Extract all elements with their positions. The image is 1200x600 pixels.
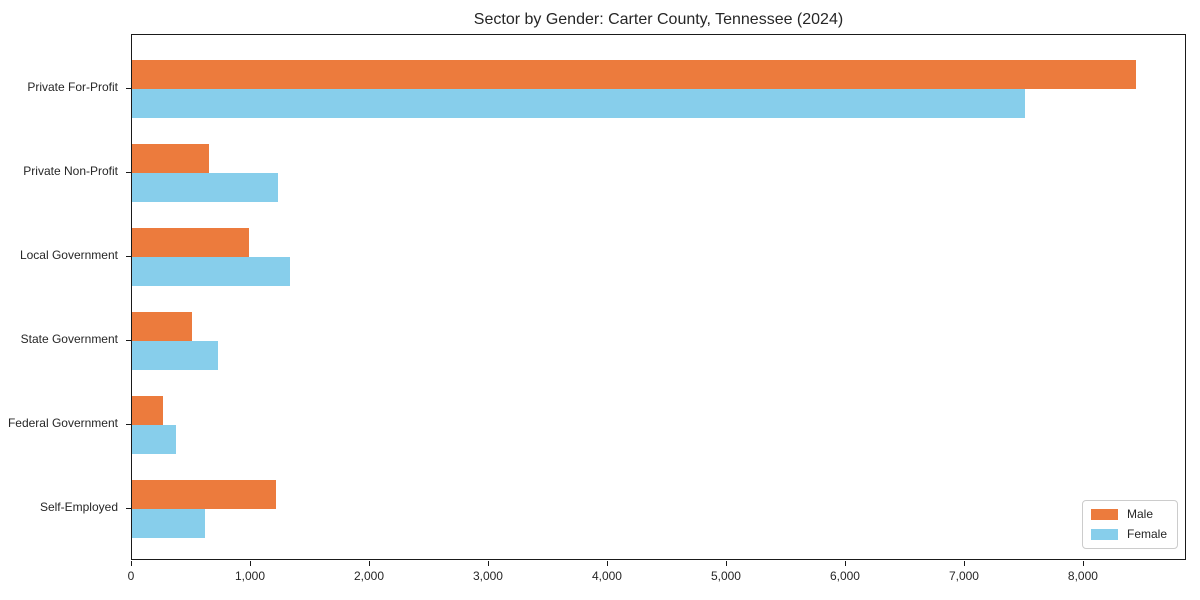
bar-male-federal-government: [132, 396, 163, 425]
plot-area: Male Female: [131, 34, 1186, 560]
bar-female-federal-government: [132, 425, 176, 454]
y-tick-label-private-for-profit: Private For-Profit: [27, 80, 118, 94]
legend-label-female: Female: [1126, 527, 1167, 541]
bar-female-private-for-profit: [132, 89, 1025, 118]
x-tick-label-7000: 7,000: [948, 569, 979, 583]
x-tick-label-4000: 4,000: [591, 569, 622, 583]
x-tick: [368, 561, 370, 566]
y-tick-label-local-government: Local Government: [19, 248, 118, 262]
y-tick-label-state-government: State Government: [20, 332, 118, 346]
y-tick-label-self-employed: Self-Employed: [39, 500, 118, 514]
x-tick-label-3000: 3,000: [472, 569, 503, 583]
bar-male-state-government: [132, 312, 192, 341]
y-tick: [126, 508, 131, 509]
x-tick: [725, 561, 727, 566]
x-tick-label-6000: 6,000: [829, 569, 860, 583]
bar-female-self-employed: [132, 509, 205, 538]
y-tick: [126, 340, 131, 341]
x-tick-label-8000: 8,000: [1067, 569, 1098, 583]
x-tick: [249, 561, 251, 566]
bar-male-private-for-profit: [132, 60, 1137, 89]
x-tick: [963, 561, 965, 566]
x-tick: [131, 561, 132, 566]
bar-female-local-government: [132, 257, 291, 286]
legend-label-male: Male: [1126, 507, 1153, 521]
x-tick-label-2000: 2,000: [353, 569, 384, 583]
y-tick-label-private-non-profit: Private Non-Profit: [23, 164, 118, 178]
x-tick: [487, 561, 489, 566]
bar-male-self-employed: [132, 480, 276, 509]
bar-female-private-non-profit: [132, 173, 279, 202]
bar-female-state-government: [132, 341, 218, 370]
y-tick: [126, 256, 131, 257]
male-swatch: [1090, 508, 1118, 520]
legend: Male Female: [1081, 500, 1178, 549]
x-tick: [1082, 561, 1084, 566]
y-tick: [126, 424, 131, 425]
x-tick-label-1000: 1,000: [234, 569, 265, 583]
y-tick: [126, 172, 131, 173]
y-tick: [126, 88, 131, 89]
female-swatch: [1090, 528, 1118, 540]
bar-male-private-non-profit: [132, 144, 210, 173]
y-tick-label-federal-government: Federal Government: [7, 416, 118, 430]
legend-item-male: Male: [1090, 507, 1167, 521]
bar-male-local-government: [132, 228, 249, 257]
x-tick: [606, 561, 608, 566]
x-tick: [844, 561, 846, 566]
x-tick-label-0: 0: [127, 569, 135, 583]
legend-item-female: Female: [1090, 527, 1167, 541]
chart-title: Sector by Gender: Carter County, Tenness…: [473, 11, 844, 28]
x-tick-label-5000: 5,000: [710, 569, 741, 583]
